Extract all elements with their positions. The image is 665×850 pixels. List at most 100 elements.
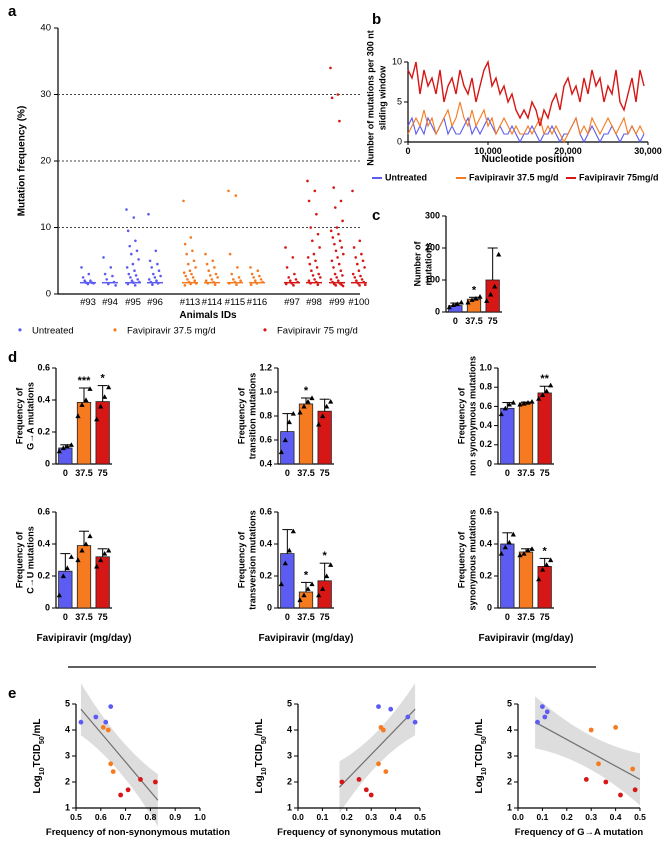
a-xtick-label: #114 (202, 297, 222, 308)
a-point (134, 274, 138, 277)
d4-xtick-label: 75 (98, 612, 108, 622)
a-point (359, 274, 362, 278)
d4-data-point (94, 563, 100, 569)
a-point (329, 66, 332, 70)
e2-point (383, 769, 389, 774)
e2-point (412, 719, 418, 725)
d4-data-point (68, 554, 74, 559)
d4-data-point (75, 557, 81, 563)
a-point (254, 279, 257, 283)
d2-significance: * (304, 385, 309, 397)
a-ytick-label: 30 (40, 89, 51, 100)
d1-significance: * (101, 373, 106, 385)
c-ytick-label: 100 (425, 274, 440, 284)
a-point (356, 262, 359, 266)
e2-point (376, 704, 381, 709)
a-point (351, 272, 355, 276)
d2-ytick-label: 0.8 (259, 410, 272, 420)
a-point (125, 208, 128, 211)
d1-data-point (98, 403, 104, 409)
d1-data-point (68, 442, 74, 447)
d2-data-point (297, 409, 303, 415)
d6-data-point (548, 557, 554, 563)
a-point (259, 278, 263, 281)
d2-data-point (309, 395, 315, 401)
a-point (103, 272, 107, 276)
a-point (228, 252, 232, 256)
a-point (210, 278, 214, 281)
d6-data-point (536, 576, 542, 582)
d2-bar (280, 431, 295, 465)
e3-point (583, 777, 589, 782)
a-point (309, 226, 313, 229)
d5-data-point (305, 586, 311, 591)
a-point (128, 244, 131, 248)
d4-data-point (56, 592, 62, 598)
d2-data-point (282, 437, 288, 443)
d1-data-point (75, 413, 81, 419)
c-data-point (477, 294, 483, 299)
b-legend-label: Untreated (385, 172, 427, 182)
label-part: /mL (474, 718, 485, 736)
a-point (87, 272, 91, 276)
d6-xtick-label: 0 (505, 612, 510, 622)
a-legend-marker: • (18, 323, 22, 337)
d3-bar (537, 392, 552, 465)
a-point (351, 189, 354, 193)
a-point (194, 266, 197, 269)
b-legend-label: Favipiravir 75mg/d (579, 172, 659, 182)
d4-ytick-label: 0.4 (37, 538, 50, 548)
subscript: 50 (481, 736, 488, 744)
d5-data-point (309, 581, 315, 587)
d1-y-label: Frequency of (14, 387, 24, 445)
d6-data-point (529, 546, 535, 551)
d3-data-point (529, 399, 535, 404)
c-data-point (473, 295, 479, 301)
a-point (256, 269, 260, 273)
e1-xtick-label: 0.9 (169, 812, 181, 822)
a-point (230, 272, 233, 276)
d4-data-point (106, 547, 112, 553)
panel-label-e: e (8, 685, 16, 702)
b-ytick-label: 10 (392, 56, 402, 66)
a-point (310, 269, 313, 273)
d2-ytick-label: 0.6 (259, 434, 272, 444)
a-point (330, 259, 334, 263)
a-xtick-label: #99 (329, 297, 345, 308)
d1-ytick-label: 0.4 (37, 394, 50, 404)
d1-ytick-label: 0 (45, 458, 50, 468)
e1-xtick-label: 1.0 (194, 812, 206, 822)
a-point (335, 276, 339, 279)
label-part: TCID (474, 744, 485, 767)
a-point (207, 269, 210, 273)
e1-ytick-label: 1 (65, 802, 70, 812)
d5-data-point (320, 586, 326, 591)
d6-xtick-label: 37.5 (517, 612, 535, 622)
d2-data-point (324, 403, 330, 409)
d3-data-point (540, 392, 546, 397)
a-point (111, 274, 114, 278)
a-point (185, 252, 188, 256)
panel-label-c: c (372, 207, 380, 224)
d3-data-point (498, 411, 504, 417)
c-data-point (446, 304, 452, 310)
d6-data-point (502, 544, 508, 550)
d1-data-point (64, 443, 70, 449)
d3-ytick-label: 0.4 (479, 420, 492, 430)
a-point (361, 259, 365, 263)
c-data-point (450, 302, 456, 308)
c-y-label: Number of (412, 240, 422, 286)
a-point (364, 283, 367, 286)
a-point (130, 252, 133, 256)
a-point (205, 262, 209, 266)
e2-point (339, 779, 345, 785)
d1-y-label: G→A mutations (25, 382, 35, 450)
d4-y-label: C→U mutations (25, 526, 35, 594)
e1-xtick-label: 0.5 (70, 812, 82, 822)
d1-data-point (106, 384, 112, 390)
e3-point (542, 714, 548, 720)
d5-bar (280, 553, 295, 609)
d1-bar (95, 401, 110, 465)
a-point (329, 278, 333, 281)
